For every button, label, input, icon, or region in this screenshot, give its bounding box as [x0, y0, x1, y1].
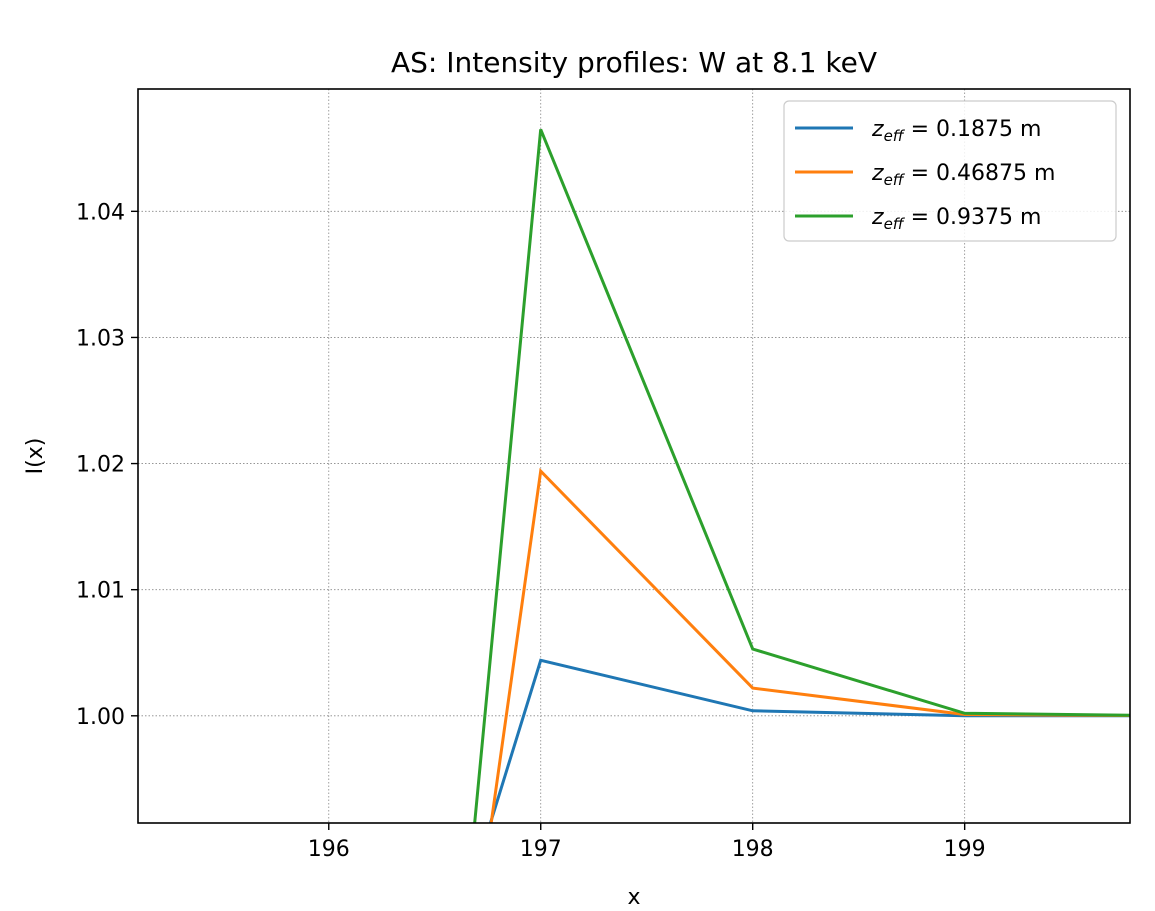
x-tick-label: 199	[944, 837, 986, 862]
series-line-1	[488, 658, 1130, 823]
y-tick-label: 1.01	[76, 579, 125, 604]
y-tick-label: 1.04	[76, 200, 125, 225]
legend-label: zeff = 0.9375 m	[871, 205, 1041, 233]
legend: zeff = 0.1875 m zeff = 0.46875 m zeff = 0.…	[783, 100, 1117, 242]
y-tick-label: 1.00	[76, 705, 125, 730]
chart-title: AS: Intensity profiles: W at 8.1 keV	[391, 46, 877, 79]
x-tick-label: 198	[732, 837, 774, 862]
plot-frame	[137, 88, 1131, 824]
x-tick-label: 197	[520, 837, 562, 862]
series-layer	[473, 128, 1130, 823]
legend-label: zeff = 0.46875 m	[871, 161, 1055, 189]
y-tick-label: 1.02	[76, 453, 125, 478]
series-line-3	[473, 128, 1130, 823]
x-tick-label: 196	[308, 837, 350, 862]
ticks: 196 197 198 199 1.00 1.01 1.02 1.03 1.04	[76, 200, 986, 862]
legend-label: zeff = 0.1875 m	[871, 117, 1041, 145]
legend-box	[783, 100, 1117, 242]
y-tick-label: 1.03	[76, 326, 125, 351]
y-axis-label: I(x)	[23, 438, 48, 475]
x-axis-label: x	[627, 885, 640, 910]
